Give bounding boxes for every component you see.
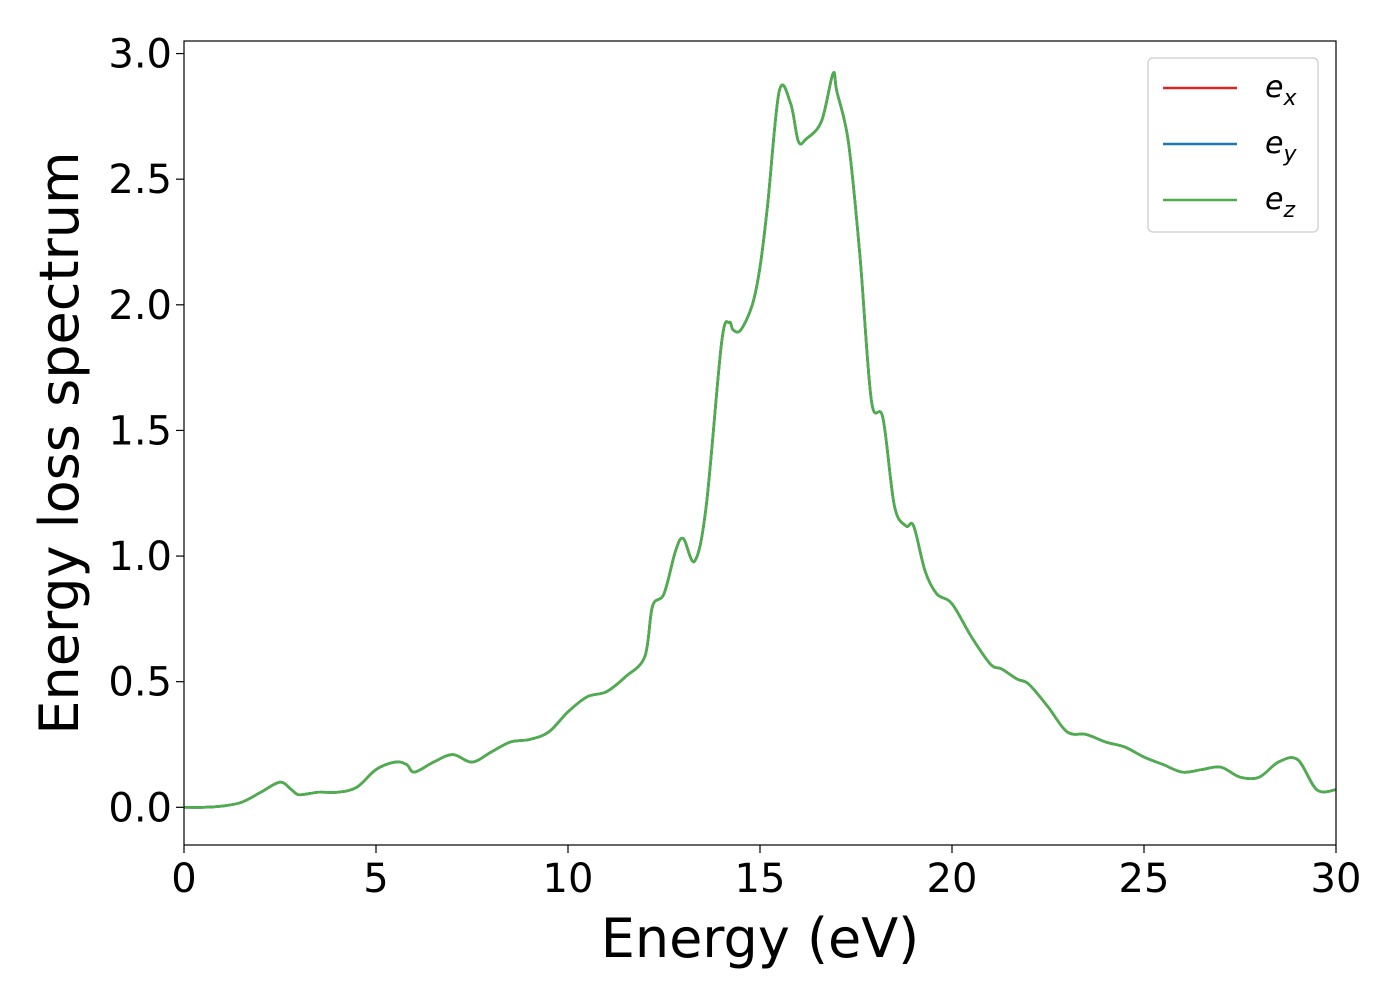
x-tick-label: 15 <box>735 856 786 902</box>
y-tick-label: 0.0 <box>108 785 172 831</box>
y-tick-label: 3.0 <box>108 32 172 78</box>
series-layer <box>183 71 1337 809</box>
y-axis-ticks: 0.0 0.5 1.0 1.5 2.0 2.5 3.0 <box>108 32 184 831</box>
x-tick-label: 20 <box>927 856 978 902</box>
y-tick-label: 0.5 <box>108 660 172 706</box>
x-tick-label: 0 <box>171 856 196 902</box>
x-tick-label: 5 <box>363 856 388 902</box>
y-tick-label: 1.5 <box>108 408 172 454</box>
series-line-ez <box>183 71 1337 809</box>
legend-label-ez: ez <box>1265 182 1295 223</box>
x-tick-label: 25 <box>1119 856 1170 902</box>
x-axis-ticks: 0 5 10 15 20 25 30 <box>171 845 1361 902</box>
y-axis-label: Energy loss spectrum <box>28 151 91 734</box>
x-tick-label: 10 <box>543 856 594 902</box>
y-tick-label: 2.5 <box>108 157 172 203</box>
x-tick-label: 30 <box>1311 856 1362 902</box>
y-tick-label: 2.0 <box>108 283 172 329</box>
y-tick-label: 1.0 <box>108 534 172 580</box>
x-axis-label: Energy (eV) <box>601 907 920 970</box>
